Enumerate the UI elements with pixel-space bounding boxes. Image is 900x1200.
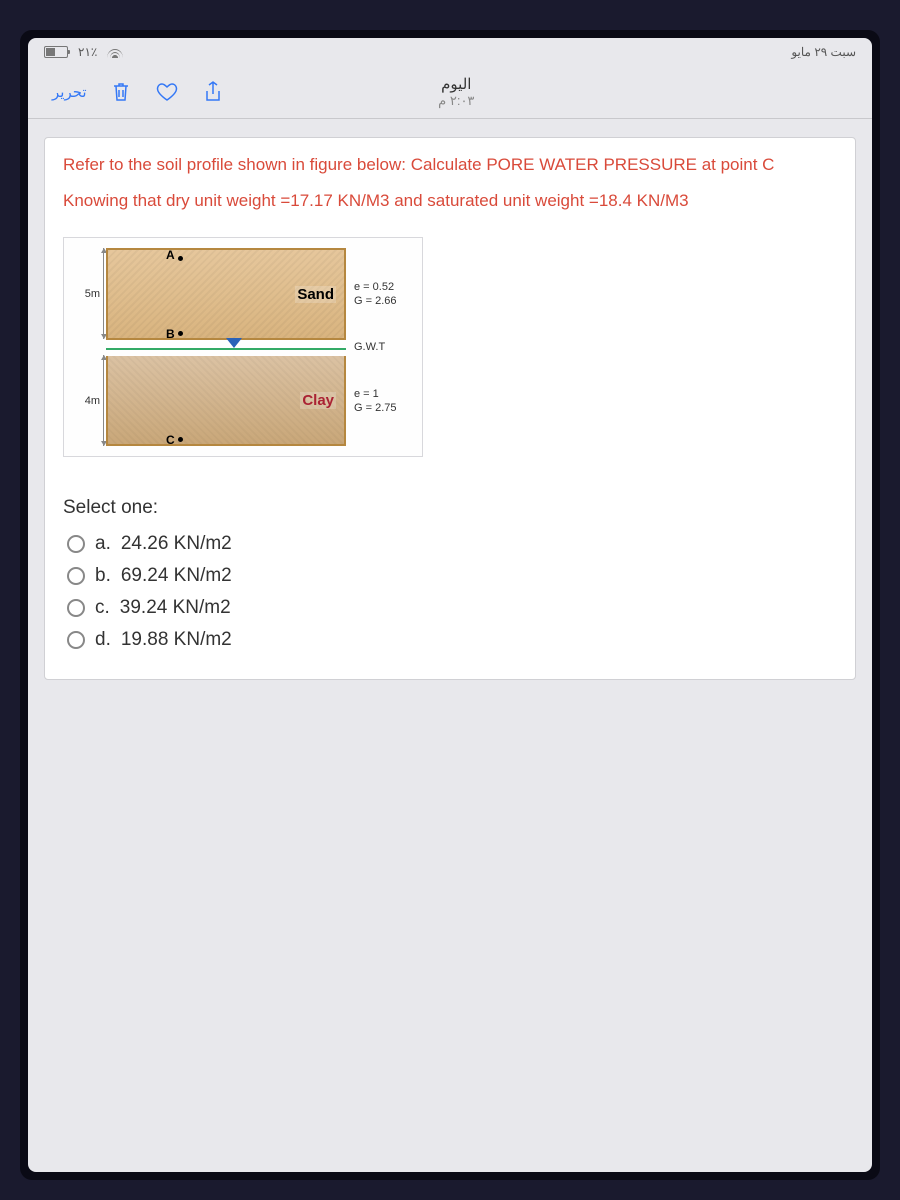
select-heading: Select one:: [63, 497, 837, 519]
option-c-text: 39.24 KN/m2: [120, 597, 231, 619]
radio-c[interactable]: [67, 599, 85, 617]
status-bar: سبت ٢٩ مايو ٪٢١: [28, 38, 872, 66]
time-label: ٢:٠٣ م: [438, 93, 474, 109]
share-icon[interactable]: [201, 80, 225, 104]
today-label: اليوم: [438, 75, 474, 93]
point-a: A: [166, 248, 175, 262]
sand-g: G = 2.66: [354, 295, 414, 307]
clay-g: G = 2.75: [354, 402, 414, 414]
option-a-text: 24.26 KN/m2: [121, 533, 232, 555]
layer-sand: A B Sand: [106, 248, 346, 340]
point-a-dot: [178, 256, 183, 261]
radio-d[interactable]: [67, 631, 85, 649]
sand-label: Sand: [295, 286, 336, 303]
status-date: سبت ٢٩ مايو: [791, 45, 856, 59]
option-a[interactable]: a. 24.26 KN/m2: [67, 533, 837, 555]
edit-button[interactable]: تحرير: [52, 83, 87, 101]
gwt-line: [106, 348, 346, 350]
option-d-letter: d.: [95, 629, 111, 651]
layer-clay: C Clay: [106, 356, 346, 446]
options-list: a. 24.26 KN/m2 b. 69.24 KN/m2 c. 39.24 K…: [63, 533, 837, 651]
gwt-row: [106, 340, 346, 356]
option-b-text: 69.24 KN/m2: [121, 565, 232, 587]
divider: [28, 118, 872, 119]
sand-e: e = 0.52: [354, 281, 414, 293]
option-b[interactable]: b. 69.24 KN/m2: [67, 565, 837, 587]
gwt-triangle-icon: [226, 338, 242, 348]
dim-top: 5m: [72, 248, 106, 339]
sand-props: e = 0.52 G = 2.66: [354, 248, 414, 339]
option-c[interactable]: c. 39.24 KN/m2: [67, 597, 837, 619]
option-b-letter: b.: [95, 565, 111, 587]
dim-gap: [72, 339, 106, 355]
radio-a[interactable]: [67, 535, 85, 553]
question-line-2: Knowing that dry unit weight =17.17 KN/M…: [63, 188, 837, 214]
trash-icon[interactable]: [109, 80, 133, 104]
gwt-label: G.W.T: [354, 341, 385, 353]
question-card: Refer to the soil profile shown in figur…: [44, 137, 856, 680]
option-a-letter: a.: [95, 533, 111, 555]
wifi-icon: [107, 46, 123, 58]
heart-icon[interactable]: [155, 80, 179, 104]
clay-label: Clay: [300, 392, 336, 409]
layers-column: A B Sand C Clay: [106, 248, 346, 446]
point-c: C: [166, 433, 175, 447]
toolbar-title: اليوم ٢:٠٣ م: [438, 75, 474, 109]
point-b-dot: [178, 331, 183, 336]
battery-percent: ٪٢١: [78, 45, 97, 59]
clay-props: e = 1 G = 2.75: [354, 355, 414, 446]
dim-top-label: 5m: [85, 288, 100, 300]
soil-profile-diagram: 5m 4m A B Sand: [63, 237, 423, 457]
clay-e: e = 1: [354, 388, 414, 400]
gwt-label-block: G.W.T: [354, 339, 414, 355]
option-d[interactable]: d. 19.88 KN/m2: [67, 629, 837, 651]
point-b: B: [166, 327, 175, 341]
option-c-letter: c.: [95, 597, 110, 619]
point-c-dot: [178, 437, 183, 442]
dim-bottom: 4m: [72, 355, 106, 446]
toolbar: تحرير: [28, 66, 872, 118]
dim-bottom-label: 4m: [85, 395, 100, 407]
question-line-1: Refer to the soil profile shown in figur…: [63, 152, 837, 178]
dimension-column: 5m 4m: [72, 248, 106, 446]
option-d-text: 19.88 KN/m2: [121, 629, 232, 651]
battery-icon: [44, 46, 68, 58]
properties-column: e = 0.52 G = 2.66 G.W.T e = 1 G = 2.75: [346, 248, 414, 446]
radio-b[interactable]: [67, 567, 85, 585]
